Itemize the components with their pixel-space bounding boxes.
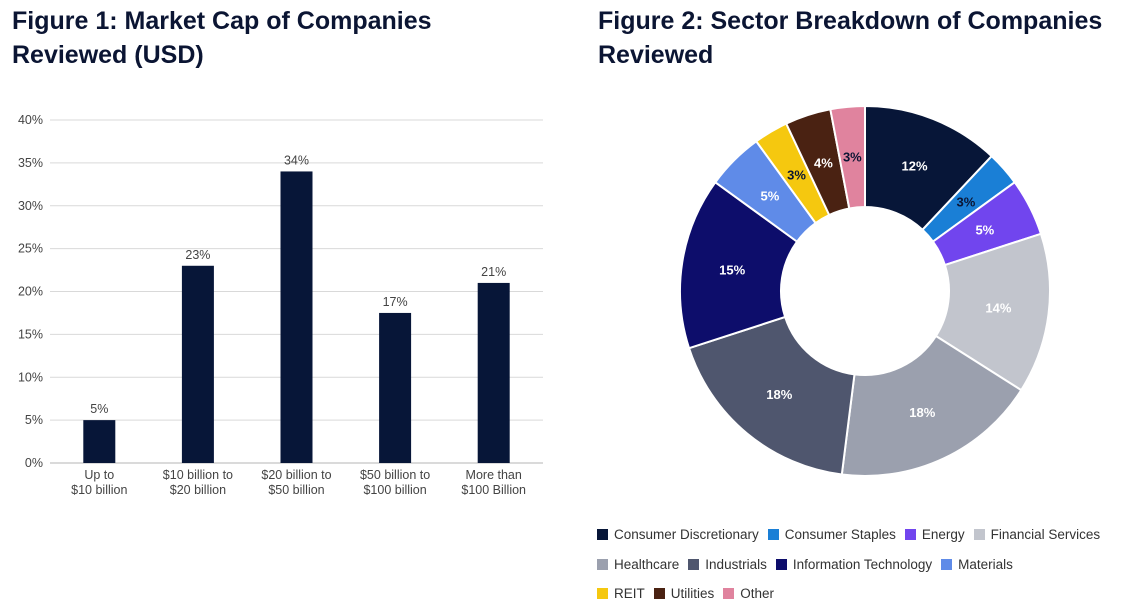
- legend-swatch: [597, 529, 608, 541]
- y-tick-label: 20%: [18, 285, 43, 299]
- slice-data-label: 3%: [787, 168, 806, 183]
- slice-data-label: 3%: [843, 150, 862, 165]
- y-tick-label: 30%: [18, 199, 43, 213]
- x-tick-label: More than: [466, 468, 522, 482]
- legend-row: Consumer Discretionary Consumer Staples En…: [597, 520, 1122, 550]
- x-tick-label: $20 billion: [170, 483, 226, 497]
- x-tick-label: $10 billion to: [163, 468, 233, 482]
- legend-item: Consumer Discretionary: [597, 527, 759, 542]
- legend-item: Financial Services: [973, 527, 1101, 543]
- sector-legend: Consumer Discretionary Consumer Staples En…: [597, 520, 1122, 609]
- legend-label: Industrials: [705, 556, 767, 572]
- y-tick-label: 40%: [18, 113, 43, 127]
- legend-swatch: [688, 558, 700, 570]
- legend-item: Materials: [941, 557, 1013, 572]
- legend-label: Financial Services: [990, 527, 1101, 543]
- legend-item: Consumer Staples: [767, 527, 896, 543]
- legend-label: Healthcare: [614, 556, 680, 572]
- legend-row: REIT Utilities Other: [597, 579, 1122, 609]
- legend-item: Utilities: [653, 586, 715, 602]
- x-tick-label: $50 billion to: [360, 468, 430, 482]
- legend-item: Energy: [904, 527, 965, 543]
- legend-label: REIT: [614, 586, 645, 602]
- legend-label: Other: [740, 586, 775, 602]
- sector-donut-chart: 12%3%5%14%18%18%15%5%3%4% 3%: [679, 104, 1051, 477]
- bar-data-label: 17%: [383, 295, 408, 309]
- legend-swatch: [723, 588, 735, 600]
- legend-label: Utilities: [670, 586, 715, 602]
- legend-swatch: [597, 558, 608, 570]
- legend-item: Other: [723, 586, 774, 601]
- legend-swatch: [941, 558, 953, 570]
- legend-swatch: [973, 529, 985, 541]
- x-tick-label: $10 billion: [71, 483, 127, 497]
- slice-data-label: 5%: [760, 188, 779, 203]
- donut-slice: [687, 315, 856, 476]
- y-tick-label: 5%: [25, 413, 43, 427]
- y-tick-label: 10%: [18, 370, 43, 384]
- legend-row: Healthcare Industrials Information Technol…: [597, 550, 1122, 580]
- donut-slice: [829, 104, 866, 210]
- donut-slice: [840, 334, 1023, 477]
- x-tick-label: $50 billion: [268, 483, 324, 497]
- x-tick-label: $20 billion to: [261, 468, 331, 482]
- bar: [477, 282, 510, 463]
- market-cap-bar-chart: 0%5%10%15%20%25%30%35%40%5%Up to$10 bill…: [18, 113, 543, 497]
- slice-data-label: 14%: [985, 300, 1011, 315]
- legend-swatch: [904, 529, 916, 541]
- slice-data-label: 15%: [719, 262, 745, 277]
- x-tick-label: $100 Billion: [461, 483, 526, 497]
- donut-slice: [679, 180, 799, 350]
- bar-data-label: 23%: [185, 248, 210, 262]
- legend-label: Consumer Discretionary: [614, 527, 759, 543]
- bar: [379, 312, 412, 463]
- bar-data-label: 5%: [90, 402, 108, 416]
- y-tick-label: 25%: [18, 242, 43, 256]
- x-tick-label: Up to: [84, 468, 114, 482]
- figure-2-title: Figure 2: Sector Breakdown of Companies …: [598, 7, 1103, 69]
- legend-label: Information Technology: [792, 556, 933, 572]
- legend-label: Consumer Staples: [784, 527, 896, 543]
- slice-data-label: 4%: [814, 156, 833, 171]
- legend-item: REIT: [597, 586, 645, 601]
- slice-data-label: 18%: [766, 387, 792, 402]
- legend-swatch: [597, 588, 608, 600]
- bar-data-label: 21%: [481, 265, 506, 279]
- legend-label: Energy: [921, 527, 965, 543]
- bar: [280, 171, 313, 463]
- legend-swatch: [775, 558, 787, 570]
- bar-data-label: 34%: [284, 153, 309, 167]
- bar: [181, 265, 214, 463]
- legend-item: Industrials: [688, 557, 767, 572]
- legend-item: Healthcare: [597, 557, 679, 572]
- figure-1-title: Figure 1: Market Cap of Companies Review…: [12, 7, 432, 69]
- bar: [83, 420, 116, 463]
- legend-item: Information Technology: [775, 556, 933, 572]
- slice-data-label: 12%: [901, 158, 927, 173]
- legend-label: Materials: [958, 556, 1013, 572]
- y-tick-label: 15%: [18, 327, 43, 341]
- x-tick-label: $100 billion: [363, 483, 426, 497]
- y-tick-label: 0%: [25, 456, 43, 470]
- slice-data-label: 5%: [975, 222, 994, 237]
- legend-swatch: [653, 588, 665, 600]
- slice-data-label: 3%: [956, 195, 975, 210]
- donut-slice: [934, 232, 1051, 392]
- slice-data-label: 18%: [909, 405, 935, 420]
- y-tick-label: 35%: [18, 156, 43, 170]
- legend-swatch: [767, 529, 779, 541]
